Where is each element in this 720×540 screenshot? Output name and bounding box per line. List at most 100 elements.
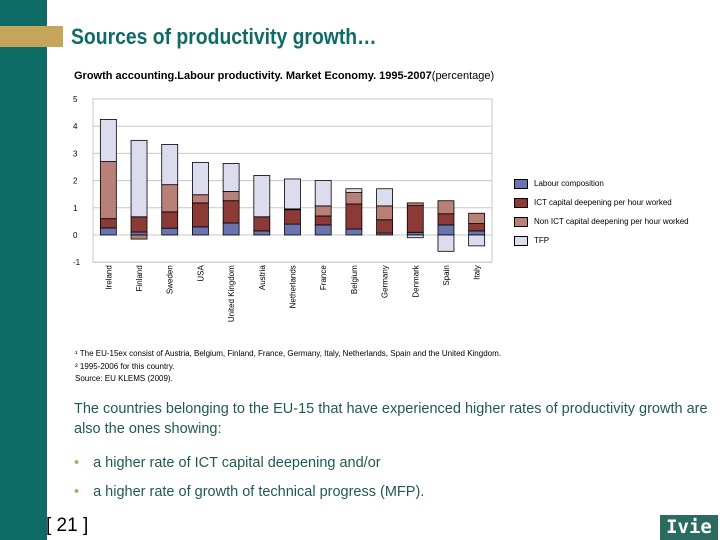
bar-segment — [406, 205, 424, 233]
y-tick-label: 2 — [73, 177, 78, 186]
bar-segment — [284, 209, 301, 225]
bar-segment — [345, 188, 363, 193]
x-tick-label: Germany — [381, 265, 390, 298]
bar-segment — [376, 188, 393, 207]
y-tick-label: 5 — [73, 95, 78, 104]
bar-segment — [99, 119, 117, 162]
x-tick-label: Denmark — [411, 264, 420, 297]
side-stripe — [0, 0, 47, 540]
y-tick-label: 4 — [73, 122, 78, 131]
bullet-text: a higher rate of ICT capital deepening a… — [93, 455, 381, 471]
body-paragraph: The countries belonging to the EU-15 tha… — [74, 401, 708, 437]
legend-swatch — [514, 235, 528, 246]
bar-segment — [253, 230, 271, 236]
bar-segment — [437, 200, 455, 215]
slide-title: Sources of productivity growth… — [71, 24, 377, 49]
bullet-item: • a higher rate of ICT capital deepening … — [74, 455, 381, 471]
footnotes: ¹ The EU-15ex consist of Austria, Belgiu… — [75, 348, 501, 386]
legend-item: ICT capital deepening per hour worked — [514, 193, 689, 212]
bar-segment — [192, 226, 209, 236]
bar-segment — [406, 231, 424, 236]
bar-segment — [345, 228, 363, 236]
bar-segment — [130, 234, 148, 240]
y-tick-label: 3 — [73, 149, 78, 158]
x-tick-label: Austria — [258, 265, 267, 290]
bar-segment — [314, 205, 332, 217]
bullet-text: a higher rate of growth of technical pro… — [93, 484, 425, 500]
x-tick-label: USA — [196, 265, 205, 282]
bar-segment — [192, 202, 209, 228]
x-tick-label: Finland — [135, 265, 144, 291]
x-tick-label: Belgium — [350, 265, 359, 294]
bar-segment — [161, 211, 179, 229]
bar-segment — [161, 227, 179, 236]
bullet-icon: • — [74, 455, 80, 471]
bar-segment — [99, 227, 117, 236]
x-tick-label: Ireland — [104, 265, 113, 289]
x-tick-label: France — [319, 265, 328, 290]
bar-segment — [284, 223, 301, 236]
bar-segment — [130, 231, 148, 236]
ivie-logo: Ivie — [660, 515, 718, 540]
bar-segment — [192, 161, 209, 196]
footnote-source: Source: EU KLEMS (2009). — [75, 374, 173, 383]
title-accent-bar — [0, 26, 63, 47]
bar-segment — [437, 224, 455, 236]
chart-title: Growth accounting.Labour productivity. M… — [74, 70, 495, 82]
legend-swatch — [514, 178, 528, 189]
chart-title-suffix: (percentage) — [431, 70, 495, 82]
bar-segment — [345, 203, 363, 230]
bar-segment — [130, 216, 148, 233]
bar-segment — [192, 194, 209, 204]
x-tick-label: Italy — [473, 265, 482, 280]
x-tick-label: Sweden — [166, 265, 175, 294]
bar-segment — [161, 184, 179, 213]
footnote-2: ² 1995-2006 for this country. — [75, 361, 175, 371]
legend-item: Non ICT capital deepening per hour worke… — [514, 212, 689, 231]
bar-segment — [99, 161, 117, 220]
bar-segment — [314, 215, 332, 226]
bar-segment — [130, 139, 148, 218]
plot-area — [92, 98, 493, 263]
y-tick-label: 1 — [73, 204, 78, 213]
page-number: [ 21 ] — [46, 515, 89, 536]
bar-segment — [468, 212, 486, 224]
bar-segment — [222, 163, 240, 192]
legend-label: TFP — [534, 236, 550, 245]
legend-item: Labour composition — [514, 174, 689, 193]
y-tick-label: -1 — [73, 258, 81, 267]
legend-swatch — [514, 216, 528, 227]
bar-segment — [376, 205, 393, 221]
bar-segment — [314, 224, 332, 236]
bar-segment — [437, 213, 455, 226]
bullet-item: • a higher rate of growth of technical pr… — [74, 484, 424, 500]
bar-segment — [222, 191, 240, 202]
stacked-bar-chart: -1 0 1 2 3 4 5 Ireland Finland Sweden USA United Ki… — [73, 95, 493, 322]
bar-segment — [468, 230, 486, 236]
bar-segment — [284, 178, 301, 210]
bar-segment — [222, 200, 240, 224]
bar-segment — [345, 192, 363, 205]
bar-segment — [222, 222, 240, 236]
bar-segment — [468, 234, 486, 247]
bar-segment — [468, 223, 486, 232]
x-tick-label: United Kingdom — [227, 265, 236, 322]
bar-segment — [376, 219, 393, 234]
bullet-icon: • — [74, 484, 80, 500]
bar-segment — [99, 218, 117, 229]
bar-segment — [406, 234, 424, 239]
legend-item: TFP — [514, 231, 689, 250]
bar-segment — [437, 234, 455, 252]
legend-label: Non ICT capital deepening per hour worke… — [534, 217, 689, 226]
bar-segment — [161, 144, 179, 186]
bar-segment — [314, 180, 332, 207]
bar-segment — [253, 175, 271, 218]
x-tick-label: Netherlands — [289, 265, 298, 308]
footnote-1: ¹ The EU-15ex consist of Austria, Belgiu… — [75, 349, 501, 358]
legend-label: ICT capital deepening per hour worked — [534, 198, 672, 207]
x-tick-label: Spain — [442, 265, 451, 285]
bar-segment — [253, 216, 271, 232]
legend-swatch — [514, 197, 528, 208]
y-tick-label: 0 — [73, 231, 78, 240]
chart-legend: Labour composition ICT capital deepening … — [514, 174, 689, 250]
